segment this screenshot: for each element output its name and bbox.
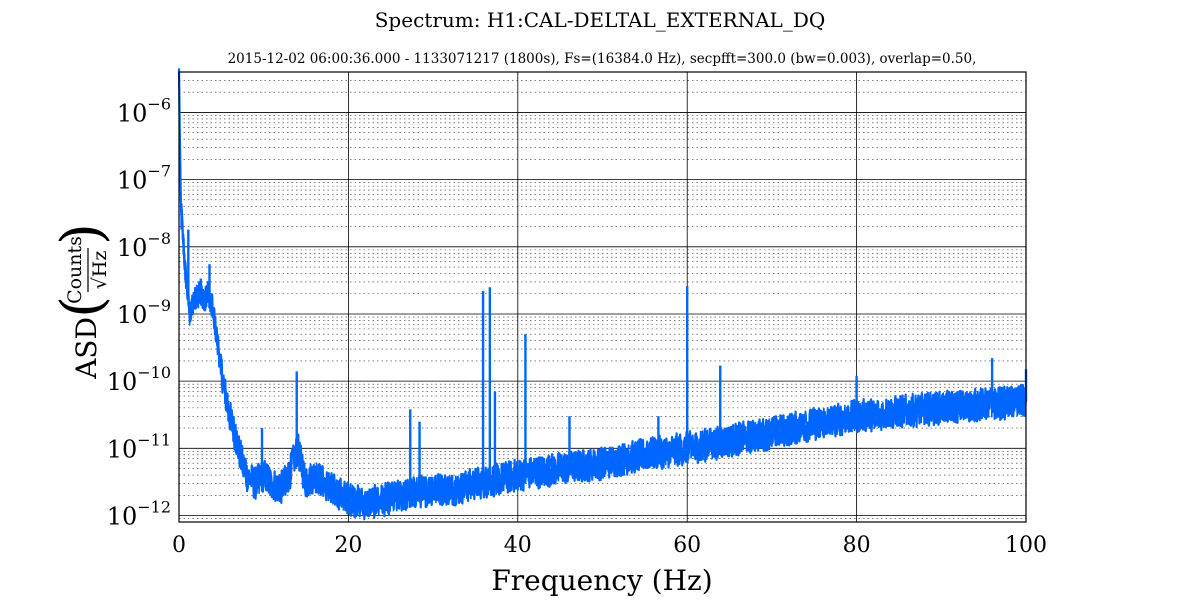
y-axis-label: ASD ( Counts √Hz ) bbox=[50, 223, 115, 380]
x-tick-label: 0 bbox=[172, 533, 186, 558]
x-tick-label: 40 bbox=[504, 533, 532, 558]
y-axis-right-paren: ) bbox=[50, 223, 115, 245]
chart-subtitle: 2015-12-02 06:00:36.000 - 1133071217 (18… bbox=[228, 51, 977, 67]
y-tick-label: 10−10 bbox=[107, 363, 171, 396]
chart-title: Spectrum: H1:CAL-DELTAL_EXTERNAL_DQ bbox=[375, 8, 826, 32]
y-axis-label-denominator: √Hz bbox=[89, 251, 111, 290]
series-layer bbox=[177, 68, 1028, 521]
y-axis-label-prefix: ASD bbox=[70, 317, 103, 380]
plot-frame bbox=[178, 71, 1027, 523]
y-tick-label: 10−9 bbox=[117, 296, 171, 329]
asd-series-line-band bbox=[178, 73, 1027, 517]
y-tick-label: 10−8 bbox=[117, 229, 171, 262]
y-tick-labels: 10−12 10−11 10−10 10−9 10−8 10−7 10−6 bbox=[107, 94, 171, 530]
y-tick-label: 10−7 bbox=[117, 162, 171, 195]
x-tick-label: 80 bbox=[843, 533, 871, 558]
x-tick-labels: 0 20 40 60 80 100 bbox=[172, 533, 1047, 558]
x-tick-label: 20 bbox=[334, 533, 362, 558]
y-axis-label-numerator: Counts bbox=[64, 236, 86, 304]
y-axis-left-paren: ( bbox=[50, 296, 115, 318]
x-axis-label: Frequency (Hz) bbox=[491, 564, 712, 597]
y-tick-label: 10−6 bbox=[117, 94, 171, 127]
x-tick-label: 100 bbox=[1005, 533, 1047, 558]
y-tick-label: 10−11 bbox=[107, 430, 171, 463]
x-tick-label: 60 bbox=[673, 533, 701, 558]
y-tick-label: 10−12 bbox=[107, 497, 171, 530]
